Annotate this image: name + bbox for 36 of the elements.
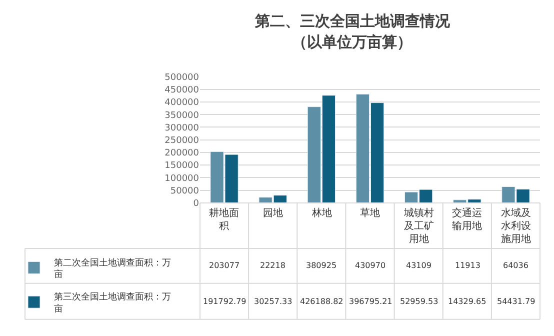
data-label: 22218 <box>260 261 286 270</box>
x-tick-label: 城镇村及工矿用地 <box>403 207 434 245</box>
x-tick-label: 林地 <box>311 207 332 219</box>
y-tick-label: 150000 <box>164 161 200 172</box>
data-label: 54431.79 <box>497 297 536 306</box>
y-tick-label: 400000 <box>164 98 200 108</box>
y-tick-label: 0 <box>193 199 200 210</box>
y-tick-label: 50000 <box>170 186 200 196</box>
data-label: 203077 <box>209 261 240 270</box>
data-label: 430970 <box>355 261 386 270</box>
y-tick-label: 200000 <box>164 148 200 159</box>
y-tick-label: 450000 <box>164 86 200 96</box>
legend-label: 第三次全国土地调查面积：万亩 <box>54 292 171 314</box>
data-label: 426188.82 <box>300 297 344 306</box>
data-label: 14329.65 <box>448 297 486 306</box>
y-tick-label: 300000 <box>164 123 200 134</box>
x-tick-label: 园地 <box>263 207 283 219</box>
y-tick-label: 500000 <box>164 72 200 83</box>
y-tick-label: 100000 <box>164 174 200 184</box>
legend-label: 第二次全国土地调查面积：万亩 <box>54 257 171 280</box>
x-tick-label: 耕地面积 <box>209 207 239 232</box>
chart-title: 第二、三次全国土地调查情况 <box>254 12 451 30</box>
data-label: 64036 <box>503 261 528 270</box>
data-label: 396795.21 <box>349 297 392 306</box>
y-tick-label: 350000 <box>164 110 200 121</box>
y-tick-label: 250000 <box>164 136 200 146</box>
x-tick-label: 交通运输用地 <box>452 207 482 232</box>
data-label: 11913 <box>455 261 480 270</box>
data-label: 191792.79 <box>203 297 246 306</box>
chart-subtitle: （以单位万亩算） <box>292 33 412 51</box>
data-label: 380925 <box>306 261 337 270</box>
data-label: 30257.33 <box>254 297 292 306</box>
data-label: 43109 <box>406 261 432 270</box>
data-label: 52959.53 <box>400 297 438 306</box>
x-tick-label: 草地 <box>360 207 380 219</box>
x-tick-label: 水域及水利设施用地 <box>501 207 531 245</box>
